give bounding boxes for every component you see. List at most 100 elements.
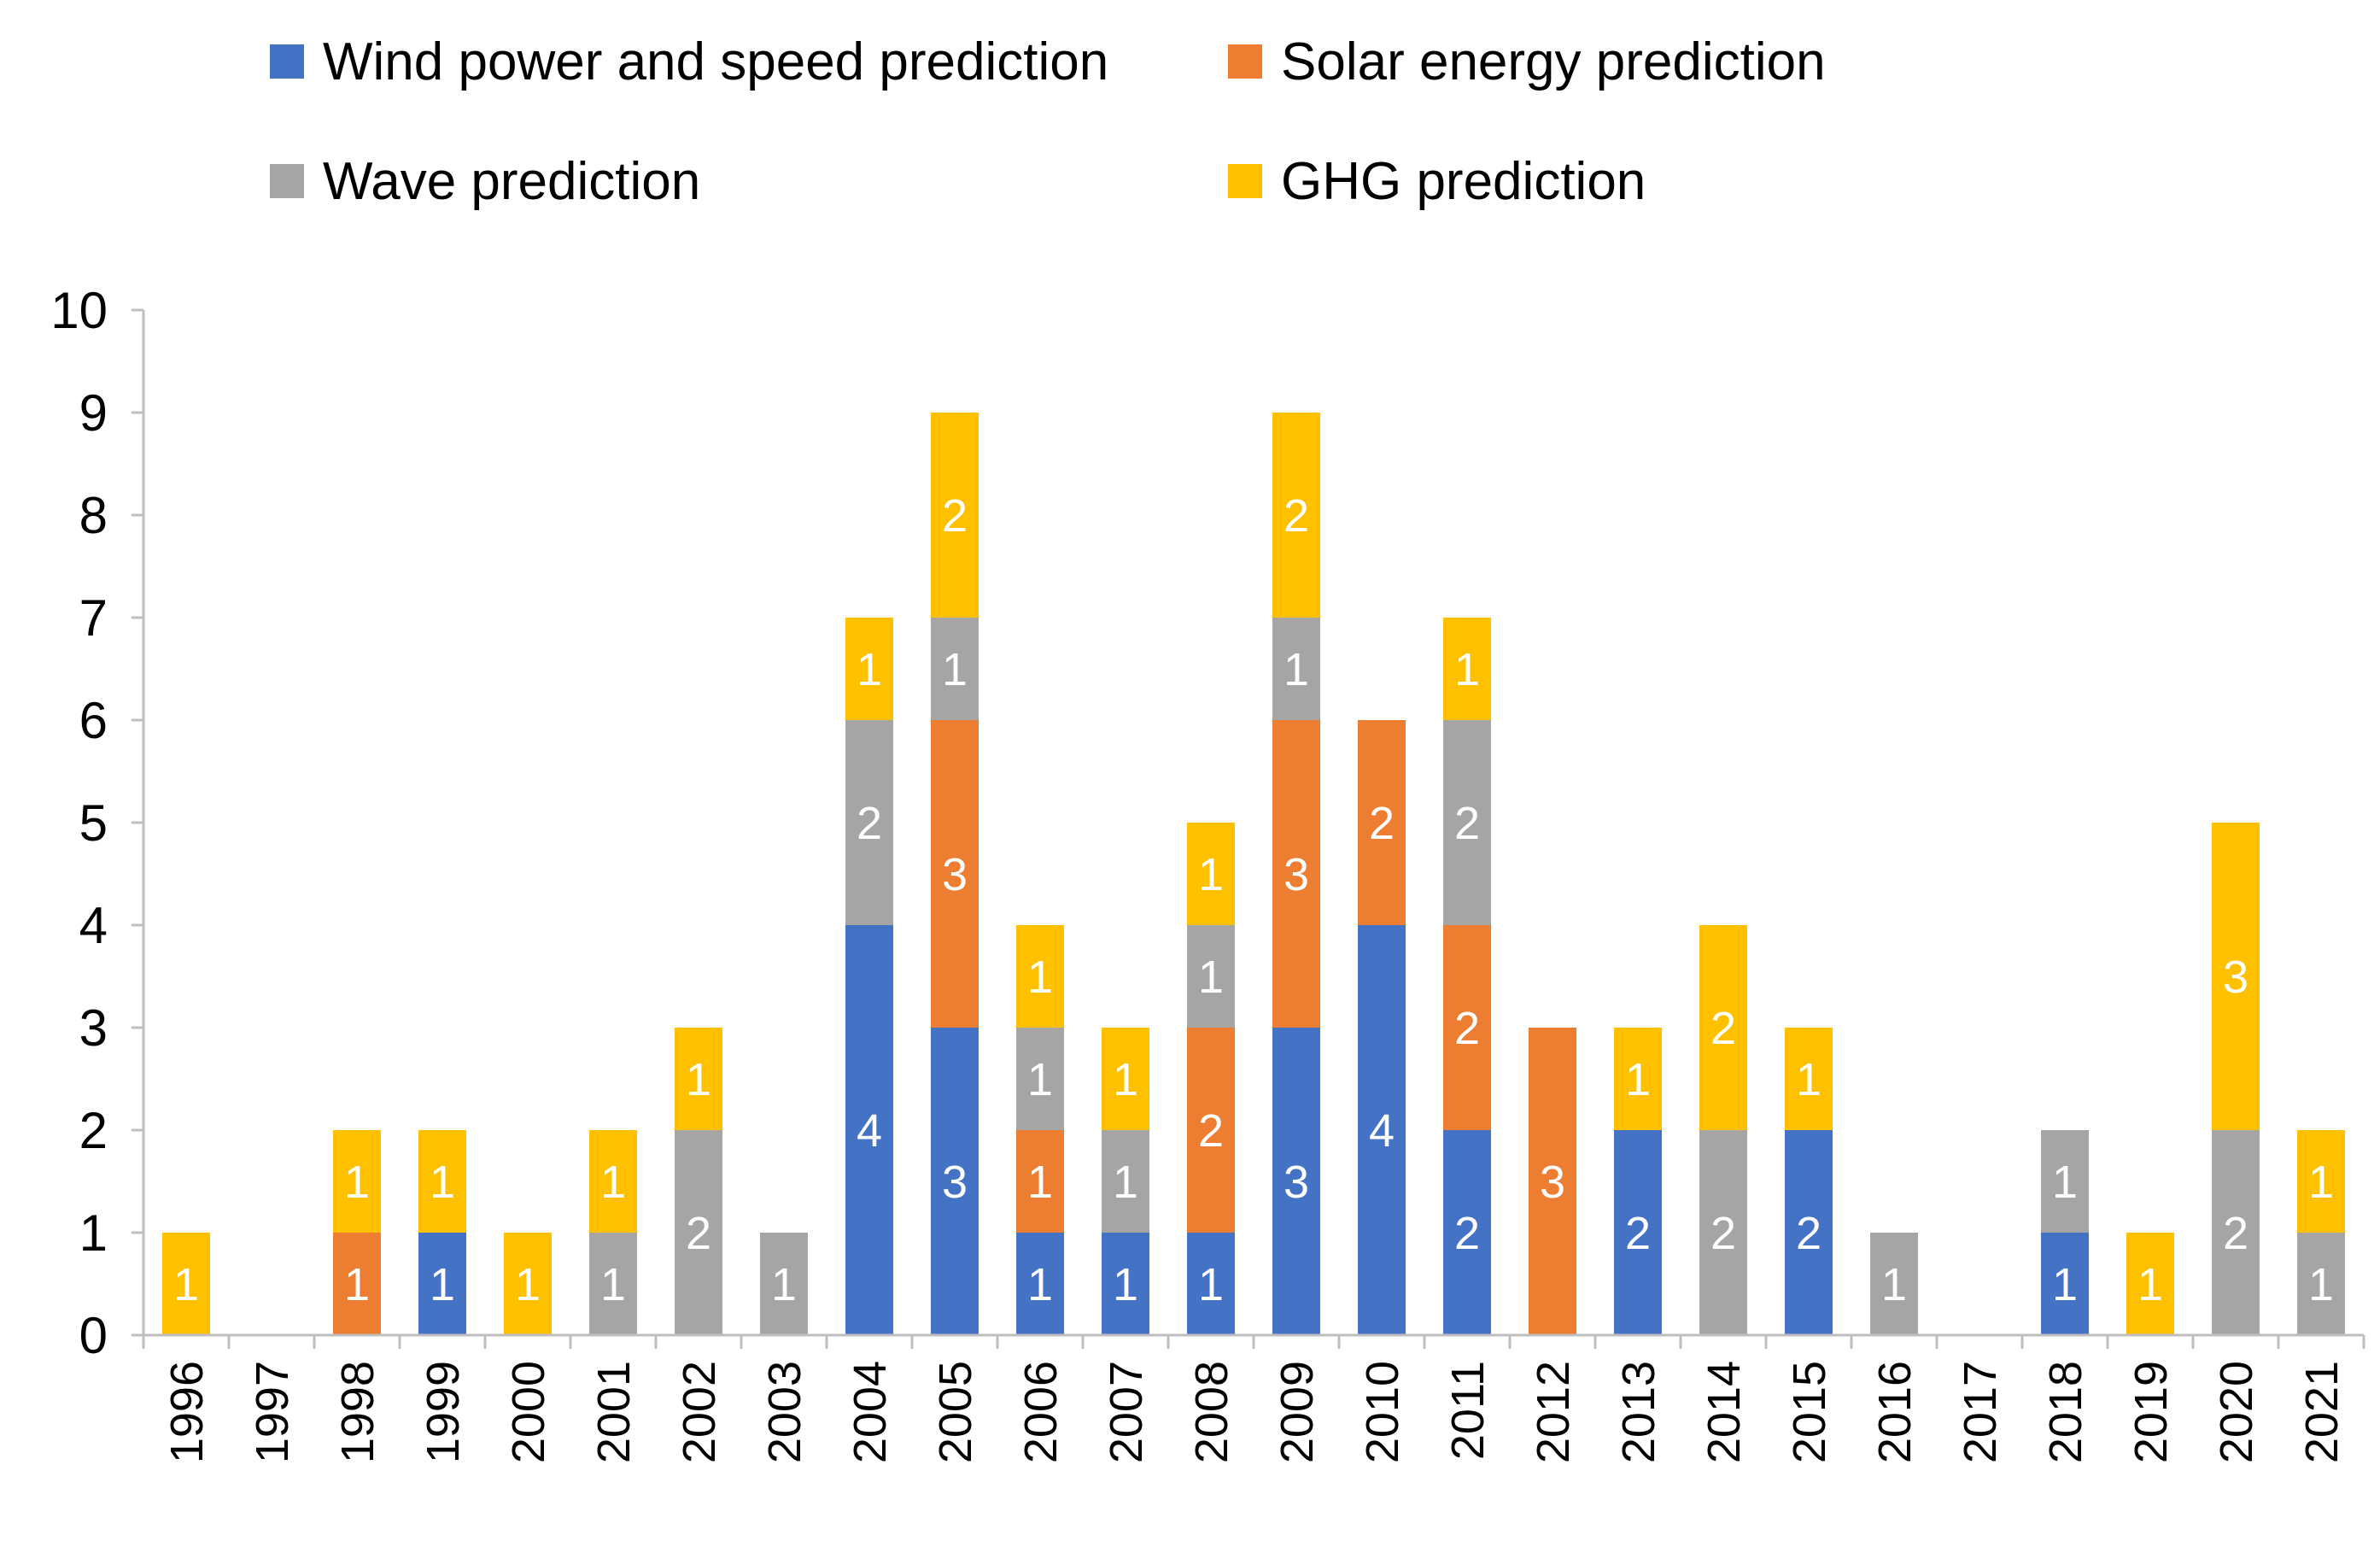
bar-segment-2008-s1 [1187,1028,1235,1233]
data-label-2013-s0: 2 [1625,1208,1651,1259]
legend-swatch-ghg [1228,164,1262,198]
data-label-2014-s2: 2 [1710,1208,1736,1259]
bar-segment-2007-s2 [1102,1130,1149,1233]
x-tick-label-2009: 2009 [1272,1361,1323,1463]
bar-segment-2018-s2 [2041,1130,2089,1233]
data-label-2011-s3: 1 [1454,644,1480,695]
data-label-2007-s2: 1 [1113,1157,1138,1208]
bars-layer [162,413,2345,1335]
bar-segment-2008-s0 [1187,1233,1235,1335]
x-tick-label-2013: 2013 [1613,1361,1664,1463]
legend-swatch-solar [1228,44,1262,79]
bar-segment-2007-s3 [1102,1028,1149,1130]
bar-segment-2004-s0 [845,925,893,1335]
data-label-2013-s3: 1 [1625,1054,1651,1105]
bar-segment-2005-s3 [931,413,979,618]
y-tick-label-10: 10 [50,282,108,339]
data-label-2015-s0: 2 [1796,1208,1822,1259]
x-tick-label-2019: 2019 [2126,1361,2177,1463]
y-tick-label-6: 6 [79,692,108,749]
bar-segment-2001-s3 [589,1130,637,1233]
data-label-2006-s1: 1 [1027,1157,1053,1208]
x-tick-label-2015: 2015 [1784,1361,1835,1463]
y-tick-label-1: 1 [79,1204,108,1262]
y-tick-label-0: 0 [79,1307,108,1364]
bar-segment-2012-s1 [1529,1028,1576,1335]
data-label-2012-s1: 3 [1540,1157,1565,1208]
data-label-2002-s2: 2 [686,1208,711,1259]
y-tick-label-2: 2 [79,1102,108,1159]
data-label-2021-s3: 1 [2308,1157,2334,1208]
y-tick-label-4: 4 [79,897,108,954]
bar-segment-2003-s2 [760,1233,808,1335]
x-tick-label-2014: 2014 [1699,1361,1750,1463]
bar-segment-2000-s3 [504,1233,552,1335]
bar-segment-2011-s0 [1443,1130,1491,1335]
data-label-2011-s0: 2 [1454,1208,1480,1259]
bar-segment-2020-s3 [2212,823,2260,1130]
data-label-2008-s2: 1 [1198,952,1224,1003]
legend-item-wave: Wave prediction [270,147,700,215]
bar-segment-2009-s0 [1272,1028,1320,1335]
data-label-2009-s0: 3 [1284,1157,1309,1208]
bar-segment-2006-s2 [1016,1028,1064,1130]
bar-segment-1999-s3 [418,1130,466,1233]
bar-segment-2006-s3 [1016,925,1064,1028]
data-label-2014-s3: 2 [1710,1003,1736,1054]
x-tick-label-1998: 1998 [332,1361,383,1463]
x-tick-label-2002: 2002 [674,1361,725,1463]
bar-segment-2014-s3 [1699,925,1747,1130]
x-tick-label-2000: 2000 [503,1361,554,1463]
data-label-2016-s2: 1 [1881,1259,1907,1310]
bar-segment-2009-s2 [1272,618,1320,720]
x-tick-label-2010: 2010 [1357,1361,1408,1463]
data-label-2003-s2: 1 [771,1259,797,1310]
x-tick-label-2020: 2020 [2211,1361,2262,1463]
data-label-2008-s1: 2 [1198,1105,1224,1157]
bar-segment-1996-s3 [162,1233,210,1335]
data-label-2020-s3: 3 [2223,952,2248,1003]
data-label-1998-s3: 1 [344,1157,370,1208]
bar-segment-2008-s3 [1187,823,1235,925]
x-tick-label-1999: 1999 [418,1361,469,1463]
data-label-2007-s3: 1 [1113,1054,1138,1105]
data-label-2006-s3: 1 [1027,952,1053,1003]
x-tick-label-2012: 2012 [1528,1361,1579,1463]
data-label-1998-s1: 1 [344,1259,370,1310]
legend-label-solar: Solar energy prediction [1281,32,1826,91]
legend-item-solar: Solar energy prediction [1228,27,1826,96]
y-tick-label-9: 9 [79,384,108,442]
bar-segment-2014-s2 [1699,1130,1747,1335]
bar-segment-2021-s3 [2297,1130,2345,1233]
data-label-2010-s1: 2 [1369,798,1395,849]
x-tick-label-2006: 2006 [1015,1361,1067,1463]
bar-segment-2008-s2 [1187,925,1235,1028]
axes-layer [132,308,2365,1349]
data-label-2004-s3: 1 [857,644,882,695]
data-label-2008-s0: 1 [1198,1259,1224,1310]
bar-segment-2005-s1 [931,720,979,1028]
data-label-2018-s0: 1 [2052,1259,2078,1310]
data-label-2006-s2: 1 [1027,1054,1053,1105]
bar-segment-2015-s3 [1785,1028,1833,1130]
legend-label-wave: Wave prediction [323,151,701,211]
data-label-2009-s3: 2 [1284,490,1309,542]
data-label-2002-s3: 1 [686,1054,711,1105]
x-tick-label-2003: 2003 [759,1361,810,1463]
bar-segment-2011-s1 [1443,925,1491,1130]
x-tick-label-2004: 2004 [845,1361,896,1463]
x-tick-label-2011: 2011 [1442,1361,1494,1460]
bar-segment-2010-s0 [1358,925,1406,1335]
bar-segment-2006-s1 [1016,1130,1064,1233]
x-tick-label-2018: 2018 [2040,1361,2091,1463]
bar-segment-2001-s2 [589,1233,637,1335]
bar-segment-2004-s3 [845,618,893,720]
bar-segment-2018-s0 [2041,1233,2089,1335]
chart-legend: Wind power and speed prediction Solar en… [0,0,2380,239]
data-label-2005-s1: 3 [942,849,968,900]
x-tick-label-1997: 1997 [247,1361,298,1463]
bar-segment-2006-s0 [1016,1233,1064,1335]
data-label-2000-s3: 1 [515,1259,541,1310]
x-tick-label-1996: 1996 [161,1361,213,1463]
